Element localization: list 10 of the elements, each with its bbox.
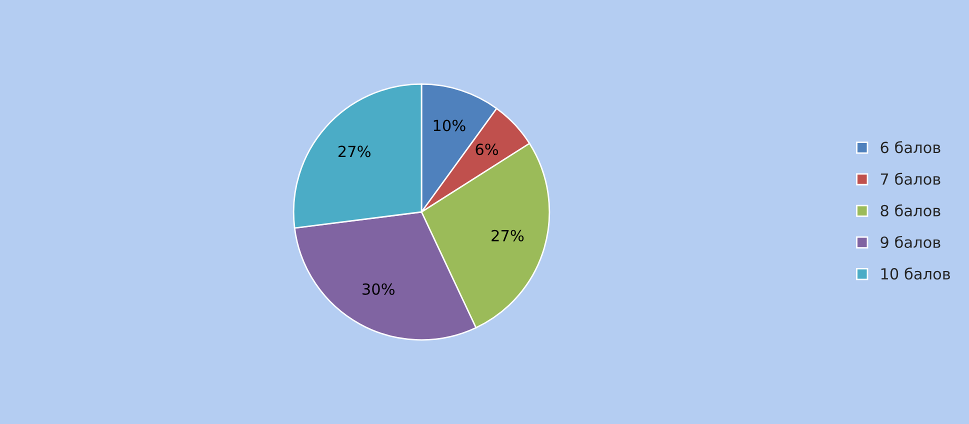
legend-label: 9 балов: [880, 236, 940, 248]
legend-label: 6 балов: [880, 141, 940, 154]
data-label: 10%: [434, 120, 466, 132]
data-label: 27%: [338, 146, 370, 158]
data-label: 6%: [476, 144, 498, 156]
data-label: 30%: [362, 283, 395, 295]
legend-label: 7 балов: [880, 172, 940, 185]
data-label: 27%: [492, 230, 524, 242]
legend-label: 10 балов: [881, 268, 950, 280]
legend-label: 8 балов: [880, 204, 940, 216]
